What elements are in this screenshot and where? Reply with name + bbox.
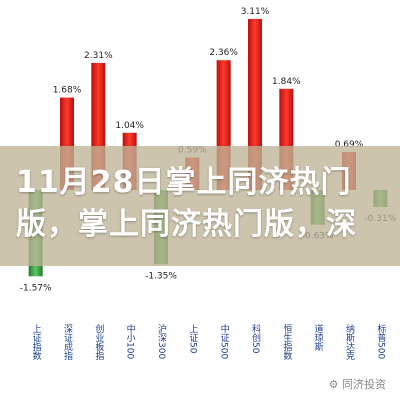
x-tick-label: 标普500 xyxy=(375,323,386,360)
title-banner xyxy=(0,146,400,266)
chart-title: 11月28日掌上同济热门版，掌上同济热门版，深 xyxy=(16,165,357,242)
x-tick-label: 创业板指 xyxy=(93,323,104,361)
x-tick-label: 恒生指数 xyxy=(281,323,292,361)
value-label: 0.69% xyxy=(335,140,364,150)
x-tick-label: 道琼斯 xyxy=(313,323,324,352)
x-tick-label: 科创50 xyxy=(250,323,261,354)
value-label: 1.04% xyxy=(115,121,144,131)
value-label: 3.11% xyxy=(241,7,270,17)
value-label: 1.68% xyxy=(53,86,82,96)
x-tick-label: 中证500 xyxy=(219,323,230,360)
value-label: 2.31% xyxy=(84,51,113,61)
value-label: 2.36% xyxy=(209,48,238,58)
x-tick-label: 中小100 xyxy=(125,323,136,360)
watermark: ⚙ 同济投资 xyxy=(328,378,386,391)
x-tick-label: 纳斯达克 xyxy=(344,323,355,361)
x-tick-label: 深证成指 xyxy=(62,324,73,361)
x-tick-label: 沪深300 xyxy=(156,323,167,360)
value-label: 1.84% xyxy=(272,77,301,87)
value-label: -1.35% xyxy=(145,271,177,281)
x-tick-label: 上证50 xyxy=(187,324,198,354)
value-label: -1.57% xyxy=(20,283,52,293)
x-tick-label: 上证指数 xyxy=(31,324,42,361)
watermark-text: 同济投资 xyxy=(342,378,386,391)
